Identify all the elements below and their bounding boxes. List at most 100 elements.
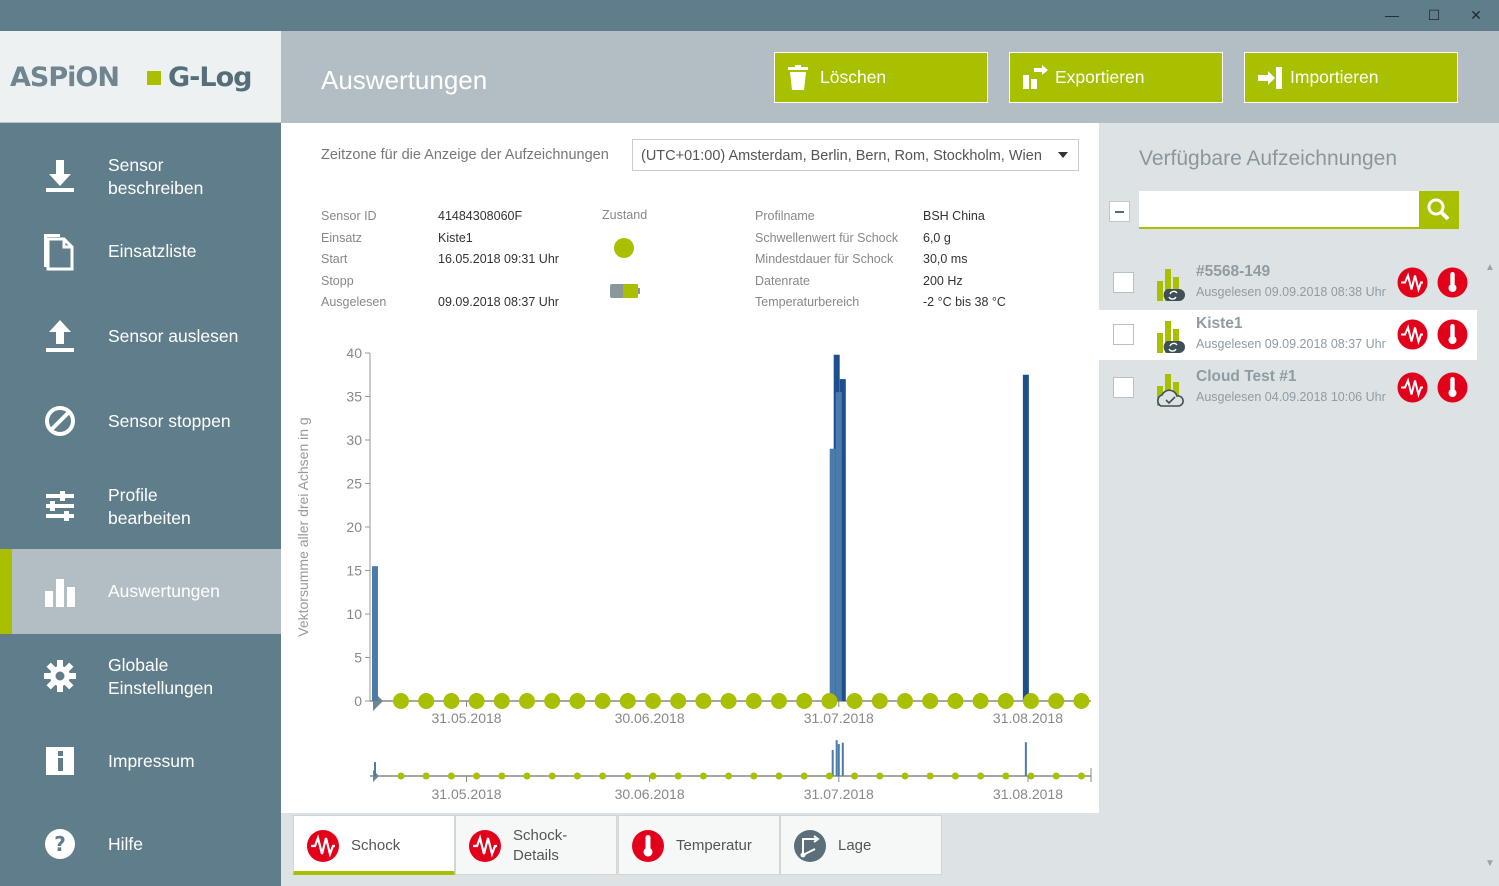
search-input[interactable]	[1139, 191, 1420, 229]
thermometer-icon	[632, 830, 664, 862]
import-icon	[1258, 67, 1282, 89]
shock-icon[interactable]	[1397, 267, 1428, 298]
record-date: Ausgelesen 04.09.2018 10:06 Uhr	[1196, 390, 1386, 404]
scroll-down-arrow[interactable]: ▼	[1485, 858, 1495, 869]
overview-marker-dot	[725, 772, 733, 780]
record-checkbox[interactable]	[1113, 272, 1134, 293]
sidebar-item-hilfe[interactable]: ? Hilfe	[0, 802, 281, 886]
chart-marker-dot	[821, 693, 838, 709]
records-panel: Verfügbare Aufzeichnungen #5568-149 Ausg…	[1099, 123, 1499, 886]
records-title: Verfügbare Aufzeichnungen	[1139, 147, 1398, 170]
info-key: Profilname	[755, 209, 815, 223]
y-tick-label: 10	[346, 606, 362, 622]
sidebar-item-sensor-beschreiben[interactable]: Sensor beschreiben	[0, 134, 281, 219]
info-value: 30,0 ms	[923, 252, 968, 266]
download-icon	[46, 160, 74, 192]
shock-icon[interactable]	[1397, 372, 1428, 403]
overview-marker-dot	[951, 772, 959, 780]
shock-chart[interactable]: 0 5 10 15 20 25 30 35 40 Vektorsumme aller drei A…	[281, 333, 1099, 813]
chart-marker-dot	[897, 693, 913, 709]
x-tick-label: 31.08.2018	[993, 710, 1063, 726]
chart-marker-dot	[670, 693, 687, 709]
chart-marker-dot	[645, 693, 661, 709]
gear-icon	[44, 660, 76, 692]
document-icon	[44, 234, 74, 271]
sidebar-item-impressum[interactable]: Impressum	[0, 719, 281, 804]
shock-details-icon	[469, 830, 501, 862]
record-checkbox[interactable]	[1113, 324, 1134, 345]
sliders-icon	[46, 491, 74, 521]
record-item[interactable]: Cloud Test #1 Ausgelesen 04.09.2018 10:0…	[1099, 363, 1477, 413]
sidebar-item-globale-einstellungen[interactable]: Globale Einstellungen	[0, 634, 281, 719]
sidebar-item-label: Globale Einstellungen	[108, 655, 214, 698]
minimize-button[interactable]: —	[1385, 7, 1399, 23]
tab-lage[interactable]: Lage	[780, 815, 942, 875]
import-button[interactable]: Importieren	[1244, 52, 1458, 103]
chart-marker-dot	[468, 693, 485, 709]
info-value: 16.05.2018 09:31 Uhr	[438, 252, 559, 266]
sidebar-item-sensor-auslesen[interactable]: Sensor auslesen	[0, 294, 281, 379]
chart-marker-dot	[393, 693, 409, 709]
sensor-info-keys: Sensor ID Einsatz Start Stopp Ausgelesen	[321, 206, 431, 314]
overview-marker-dot	[674, 772, 682, 780]
overview-marker-dot	[977, 772, 985, 780]
chart-marker-dot	[745, 693, 762, 709]
thermometer-icon[interactable]	[1437, 267, 1468, 298]
overview-marker-dot	[750, 772, 758, 780]
overview-bar	[1024, 742, 1027, 776]
overview-marker-dot	[775, 772, 783, 780]
bar-chart-icon	[45, 579, 75, 607]
tab-schock[interactable]: Schock	[293, 815, 455, 875]
x-tick-label: 31.07.2018	[804, 710, 874, 726]
overview-marker-dot	[1077, 772, 1085, 780]
tab-temperatur[interactable]: Temperatur	[618, 815, 780, 875]
record-item[interactable]: #5568-149 Ausgelesen 09.09.2018 08:38 Uh…	[1099, 258, 1477, 308]
overview-marker-dot	[548, 772, 556, 780]
sidebar-item-sensor-stoppen[interactable]: Sensor stoppen	[0, 379, 281, 464]
sidebar-item-label: Profile bearbeiten	[108, 485, 191, 528]
thermometer-icon[interactable]	[1437, 319, 1468, 350]
overview-bar	[374, 762, 376, 776]
info-key: Schwellenwert für Schock	[755, 230, 899, 245]
info-value: 41484308060F	[438, 209, 523, 223]
scroll-up-arrow[interactable]: ▲	[1485, 262, 1495, 273]
thermometer-icon[interactable]	[1437, 372, 1468, 403]
record-item-selected[interactable]: Kiste1 Ausgelesen 09.09.2018 08:37 Uhr	[1099, 310, 1477, 360]
y-tick-label: 30	[346, 432, 362, 448]
close-button[interactable]: ✕	[1470, 7, 1482, 23]
info-value: BSH China	[923, 209, 985, 223]
info-key: Einsatz	[321, 230, 362, 245]
collapse-all-button[interactable]	[1109, 201, 1130, 222]
maximize-button[interactable]: ☐	[1427, 7, 1441, 23]
tab-label: Lage	[838, 837, 872, 854]
shock-icon[interactable]	[1397, 319, 1428, 350]
overview-marker-dot	[624, 772, 632, 780]
search-button[interactable]	[1419, 191, 1459, 229]
y-axis-label: Vektorsumme aller drei Achsen in g	[295, 417, 311, 636]
export-button[interactable]: Exportieren	[1009, 52, 1223, 103]
timezone-value: (UTC+01:00) Amsterdam, Berlin, Bern, Rom…	[641, 148, 1042, 164]
record-checkbox[interactable]	[1113, 377, 1134, 398]
trash-icon	[788, 65, 808, 90]
info-key: Sensor ID	[321, 209, 377, 223]
chart-marker-dot	[619, 693, 636, 709]
page-title: Auswertungen	[321, 65, 488, 95]
help-icon: ?	[45, 829, 75, 859]
timezone-select[interactable]: (UTC+01:00) Amsterdam, Berlin, Bern, Rom…	[632, 139, 1079, 171]
delete-button[interactable]: Löschen	[774, 52, 988, 103]
sidebar-item-auswertungen[interactable]: Auswertungen	[0, 549, 281, 634]
chart-marker-dot	[1023, 693, 1039, 709]
sidebar-item-label: Einsatzliste	[108, 241, 197, 261]
chart-bar	[829, 448, 836, 701]
sidebar-item-einsatzliste[interactable]: Einsatzliste	[0, 209, 281, 294]
chart-bar	[835, 392, 842, 701]
chart-marker-dot	[493, 693, 510, 709]
tab-schock-details[interactable]: Schock- Details	[455, 815, 617, 875]
chart-marker-dot	[720, 693, 737, 709]
sidebar-item-profile-bearbeiten[interactable]: Profile bearbeiten	[0, 464, 281, 549]
logo-square	[147, 71, 161, 85]
sidebar-item-label: Sensor stoppen	[108, 411, 231, 431]
chart-marker-dot	[695, 693, 712, 709]
chart-marker-dot	[871, 693, 888, 709]
overview-marker-dot	[825, 772, 833, 780]
